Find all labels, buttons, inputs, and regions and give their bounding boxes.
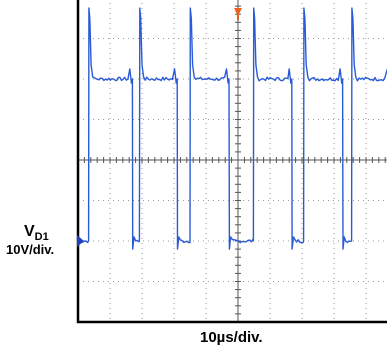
channel-label: VD1 [24, 223, 49, 243]
channel-ground-marker-icon [77, 235, 84, 247]
channel-name: V [24, 223, 35, 240]
waveform-trace [77, 7, 387, 250]
vertical-scale-label: 10V/div. [6, 242, 55, 257]
channel-subscript: D1 [34, 231, 49, 244]
trigger-position-marker-icon [234, 8, 242, 20]
graticule-grid [77, 0, 387, 323]
timebase-label: 10µs/div. [200, 329, 263, 346]
vd1-waveform-line [77, 7, 387, 250]
marker-layer [77, 8, 242, 247]
display-frame [76, 0, 387, 324]
